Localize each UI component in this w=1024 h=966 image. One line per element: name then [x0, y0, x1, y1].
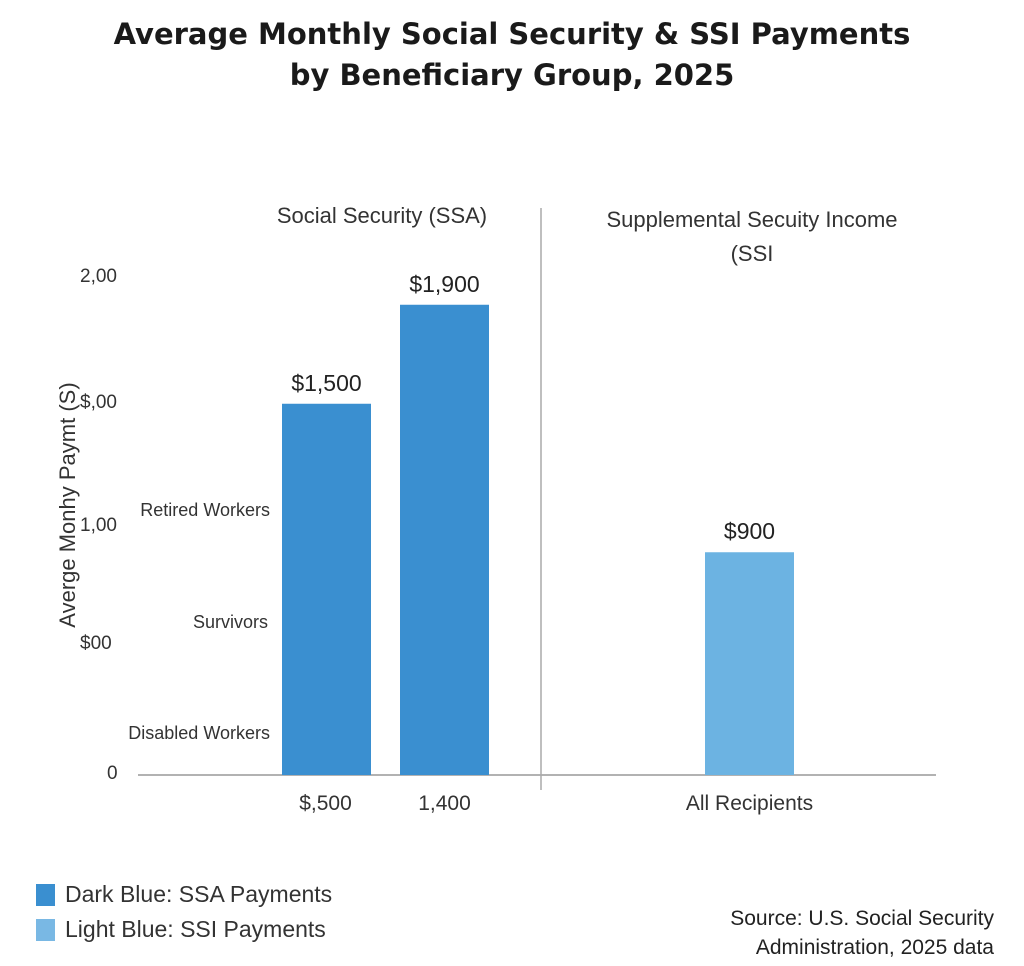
y-tick-label: $00 [80, 633, 112, 654]
legend-label-ssi: Light Blue: SSI Payments [65, 916, 326, 942]
category-label-survivors: Survivors [192, 612, 268, 632]
y-tick-label: 0 [107, 763, 118, 784]
bar [282, 403, 371, 775]
bar-data-label: $900 [723, 518, 776, 545]
source-line-2: Administration, 2025 data [755, 936, 994, 959]
source-note: Source: U.S. Social Security Administrat… [730, 904, 994, 962]
legend-item-ssi: Light Blue: SSI Payments [36, 916, 332, 943]
legend-swatch-ssi [36, 918, 55, 941]
y-tick-label: $,00 [80, 392, 117, 413]
panel-title-ssi-line-2: (SSI [730, 241, 774, 266]
bar [400, 304, 489, 775]
bar [705, 552, 794, 775]
category-label-disabled-workers: Disabled Workers [128, 723, 270, 743]
bar-data-label: $1,900 [409, 270, 480, 297]
x-tick-label: All Recipients [685, 792, 814, 815]
x-tick-label: $,500 [299, 792, 352, 815]
legend: Dark Blue: SSA Payments Light Blue: SSI … [36, 881, 332, 943]
bar-data-label: $1,500 [291, 369, 362, 396]
chart-title: Average Monthly Social Security & SSI Pa… [0, 14, 1024, 96]
category-label-retired-workers: Retired Workers [140, 500, 270, 520]
chart-title-line-1: Average Monthly Social Security & SSI Pa… [113, 17, 911, 51]
y-tick-label: 2,00 [80, 266, 117, 287]
chart-title-line-2: by Beneficiary Group, 2025 [289, 58, 735, 92]
panel-title-ssi-line-1: Supplemental Secuity Income [606, 207, 898, 232]
panel-title-ssi: Supplemental Secuity Income (SSI [572, 203, 932, 271]
legend-label-ssa: Dark Blue: SSA Payments [65, 881, 333, 907]
y-tick-label: 1,00 [80, 515, 117, 536]
panel-title-ssa: Social Security (SSA) [276, 203, 488, 228]
legend-item-ssa: Dark Blue: SSA Payments [36, 881, 332, 908]
x-tick-label: 1,400 [418, 792, 471, 815]
source-line-1: Source: U.S. Social Security [730, 907, 994, 930]
legend-swatch-ssa [36, 883, 55, 906]
